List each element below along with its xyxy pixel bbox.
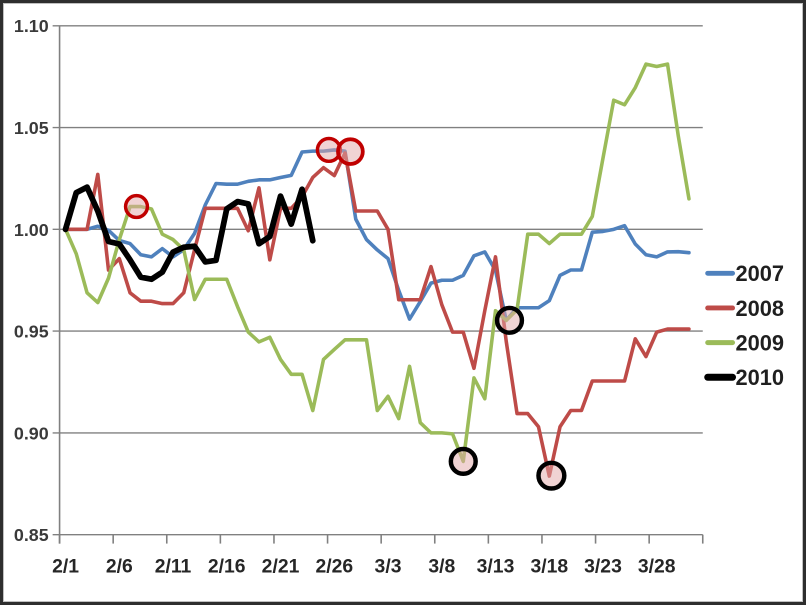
x-tick-label: 3/28	[638, 556, 676, 577]
x-axis-labels: 2/1 2/6 2/11 2/16 2/21 2/26 3/3 3/8 3/13 3/18 3/23…	[52, 556, 676, 577]
x-tick-label: 2/11	[155, 556, 192, 577]
y-tick-label: 1.00	[14, 220, 49, 240]
x-tick-label: 2/26	[315, 556, 353, 577]
series-line-2008	[63, 151, 691, 478]
x-tick-label: 2/1	[52, 556, 79, 577]
series-line-2010	[62, 184, 316, 283]
x-tick-label: 3/23	[584, 556, 622, 577]
x-tick-label: 2/6	[106, 556, 133, 577]
x-tick-label: 3/8	[428, 556, 455, 577]
annotation-circle	[123, 193, 150, 220]
legend-label-2010: 2010	[736, 365, 785, 390]
y-tick-label: 0.85	[14, 525, 49, 545]
legend-label-2007: 2007	[736, 261, 785, 286]
legend-label-2009: 2009	[736, 331, 785, 356]
y-axis-labels: 1.10 1.05 1.00 0.95 0.90 0.85	[14, 16, 49, 545]
x-axis-ticks	[58, 534, 704, 544]
y-tick-label: 0.90	[14, 423, 49, 443]
annotation-circle	[536, 460, 567, 491]
x-tick-label: 3/3	[375, 556, 402, 577]
x-tick-label: 3/18	[530, 556, 568, 577]
y-tick-label: 1.05	[14, 118, 49, 138]
y-tick-label: 0.95	[14, 322, 49, 342]
x-tick-label: 2/21	[262, 556, 300, 577]
annotations	[123, 136, 567, 491]
annotation-circle	[448, 446, 478, 477]
y-tick-label: 1.10	[14, 16, 49, 36]
x-tick-label: 3/13	[477, 556, 515, 577]
legend-label-2008: 2008	[736, 296, 785, 321]
series-line-2007	[63, 148, 691, 323]
legend: 2007 2008 2009 2010	[704, 261, 785, 390]
annotation-circle	[494, 305, 525, 335]
series-line-2009	[63, 62, 691, 464]
x-tick-label: 2/16	[208, 556, 246, 577]
annotation-circle	[336, 137, 365, 166]
line-chart: 2/1 2/6 2/11 2/16 2/21 2/26 3/3 3/8 3/13 3/18 3/23…	[14, 16, 785, 577]
